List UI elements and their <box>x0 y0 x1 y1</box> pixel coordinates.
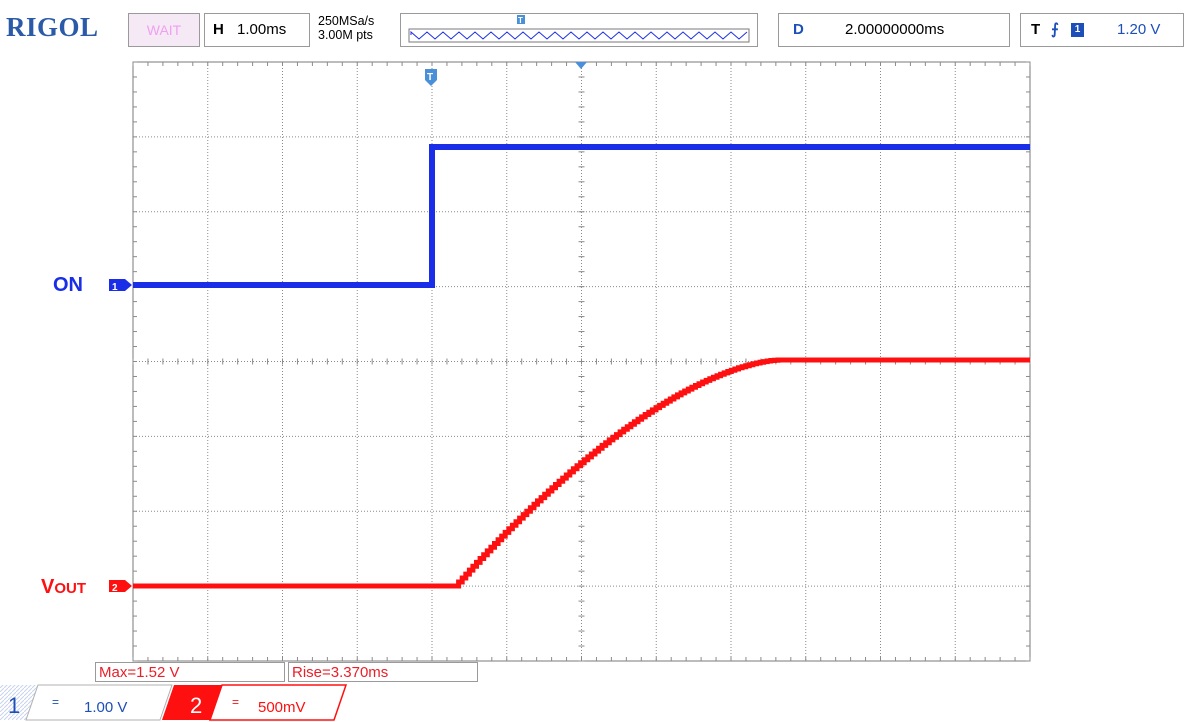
measurement-rise[interactable]: Rise=3.370ms <box>288 662 478 682</box>
horizontal-timebase-box[interactable]: H 1.00ms <box>204 13 310 47</box>
svg-text:2: 2 <box>112 583 118 594</box>
channel-status-bar: 1 = 1.00 V 2 = 500mV <box>0 684 348 721</box>
channel-1-tab[interactable]: 1 = 1.00 V <box>0 684 173 721</box>
svg-text:1: 1 <box>112 282 118 293</box>
trigger-marker-icon: T <box>425 69 437 86</box>
ch2-label-main: V <box>41 576 55 598</box>
svg-text:2: 2 <box>190 693 202 718</box>
acquisition-info: 250MSa/s 3.00M pts <box>318 14 374 42</box>
svg-text:T: T <box>518 16 523 25</box>
overview-trigger-marker-icon <box>517 15 525 24</box>
ch1-offset-marker-icon: 1 <box>109 279 132 293</box>
trigger-source-badge: 1 <box>1071 23 1084 37</box>
delay-key: D <box>793 21 804 38</box>
rigol-logo: RIGOL <box>6 12 99 42</box>
delay-box[interactable]: D 2.00000000ms <box>778 13 1010 47</box>
trigger-settings-box[interactable]: T ⨍ 1 1.20 V <box>1020 13 1184 47</box>
ch2-label-sub: OUT <box>54 580 87 597</box>
delay-marker-icon <box>575 62 587 69</box>
ch2-label: VOUT <box>41 576 86 599</box>
ch2-offset-marker-icon: 2 <box>109 580 132 594</box>
overview-waveform-icon: T <box>408 15 750 43</box>
sample-rate: 250MSa/s <box>318 14 375 28</box>
svg-text:1: 1 <box>8 693 20 718</box>
trigger-key: T <box>1031 21 1041 38</box>
timebase-value: 1.00ms <box>237 21 287 38</box>
ch2-waveform <box>133 357 1030 589</box>
ch1-waveform <box>133 144 1030 288</box>
delay-value: 2.00000000ms <box>845 21 945 38</box>
memory-depth: 3.00M pts <box>318 28 373 42</box>
trigger-level: 1.20 V <box>1117 21 1161 38</box>
top-status-bar: RIGOL WAIT H 1.00ms 250MSa/s 3.00M pts T… <box>0 0 1196 56</box>
ch1-label: ON <box>53 274 83 296</box>
svg-text:T: T <box>427 72 433 83</box>
svg-text:=: = <box>232 695 239 709</box>
svg-text:1.00 V: 1.00 V <box>84 699 127 716</box>
svg-text:=: = <box>52 695 59 709</box>
timebase-key: H <box>213 21 224 38</box>
measurement-max[interactable]: Max=1.52 V <box>95 662 285 682</box>
svg-text:500mV: 500mV <box>258 699 306 716</box>
trigger-position-overview[interactable]: T <box>400 13 758 47</box>
run-status-badge[interactable]: WAIT <box>128 13 200 47</box>
rising-edge-icon: ⨍ <box>1051 21 1059 38</box>
channel-2-tab[interactable]: 2 = 500mV <box>162 684 348 721</box>
